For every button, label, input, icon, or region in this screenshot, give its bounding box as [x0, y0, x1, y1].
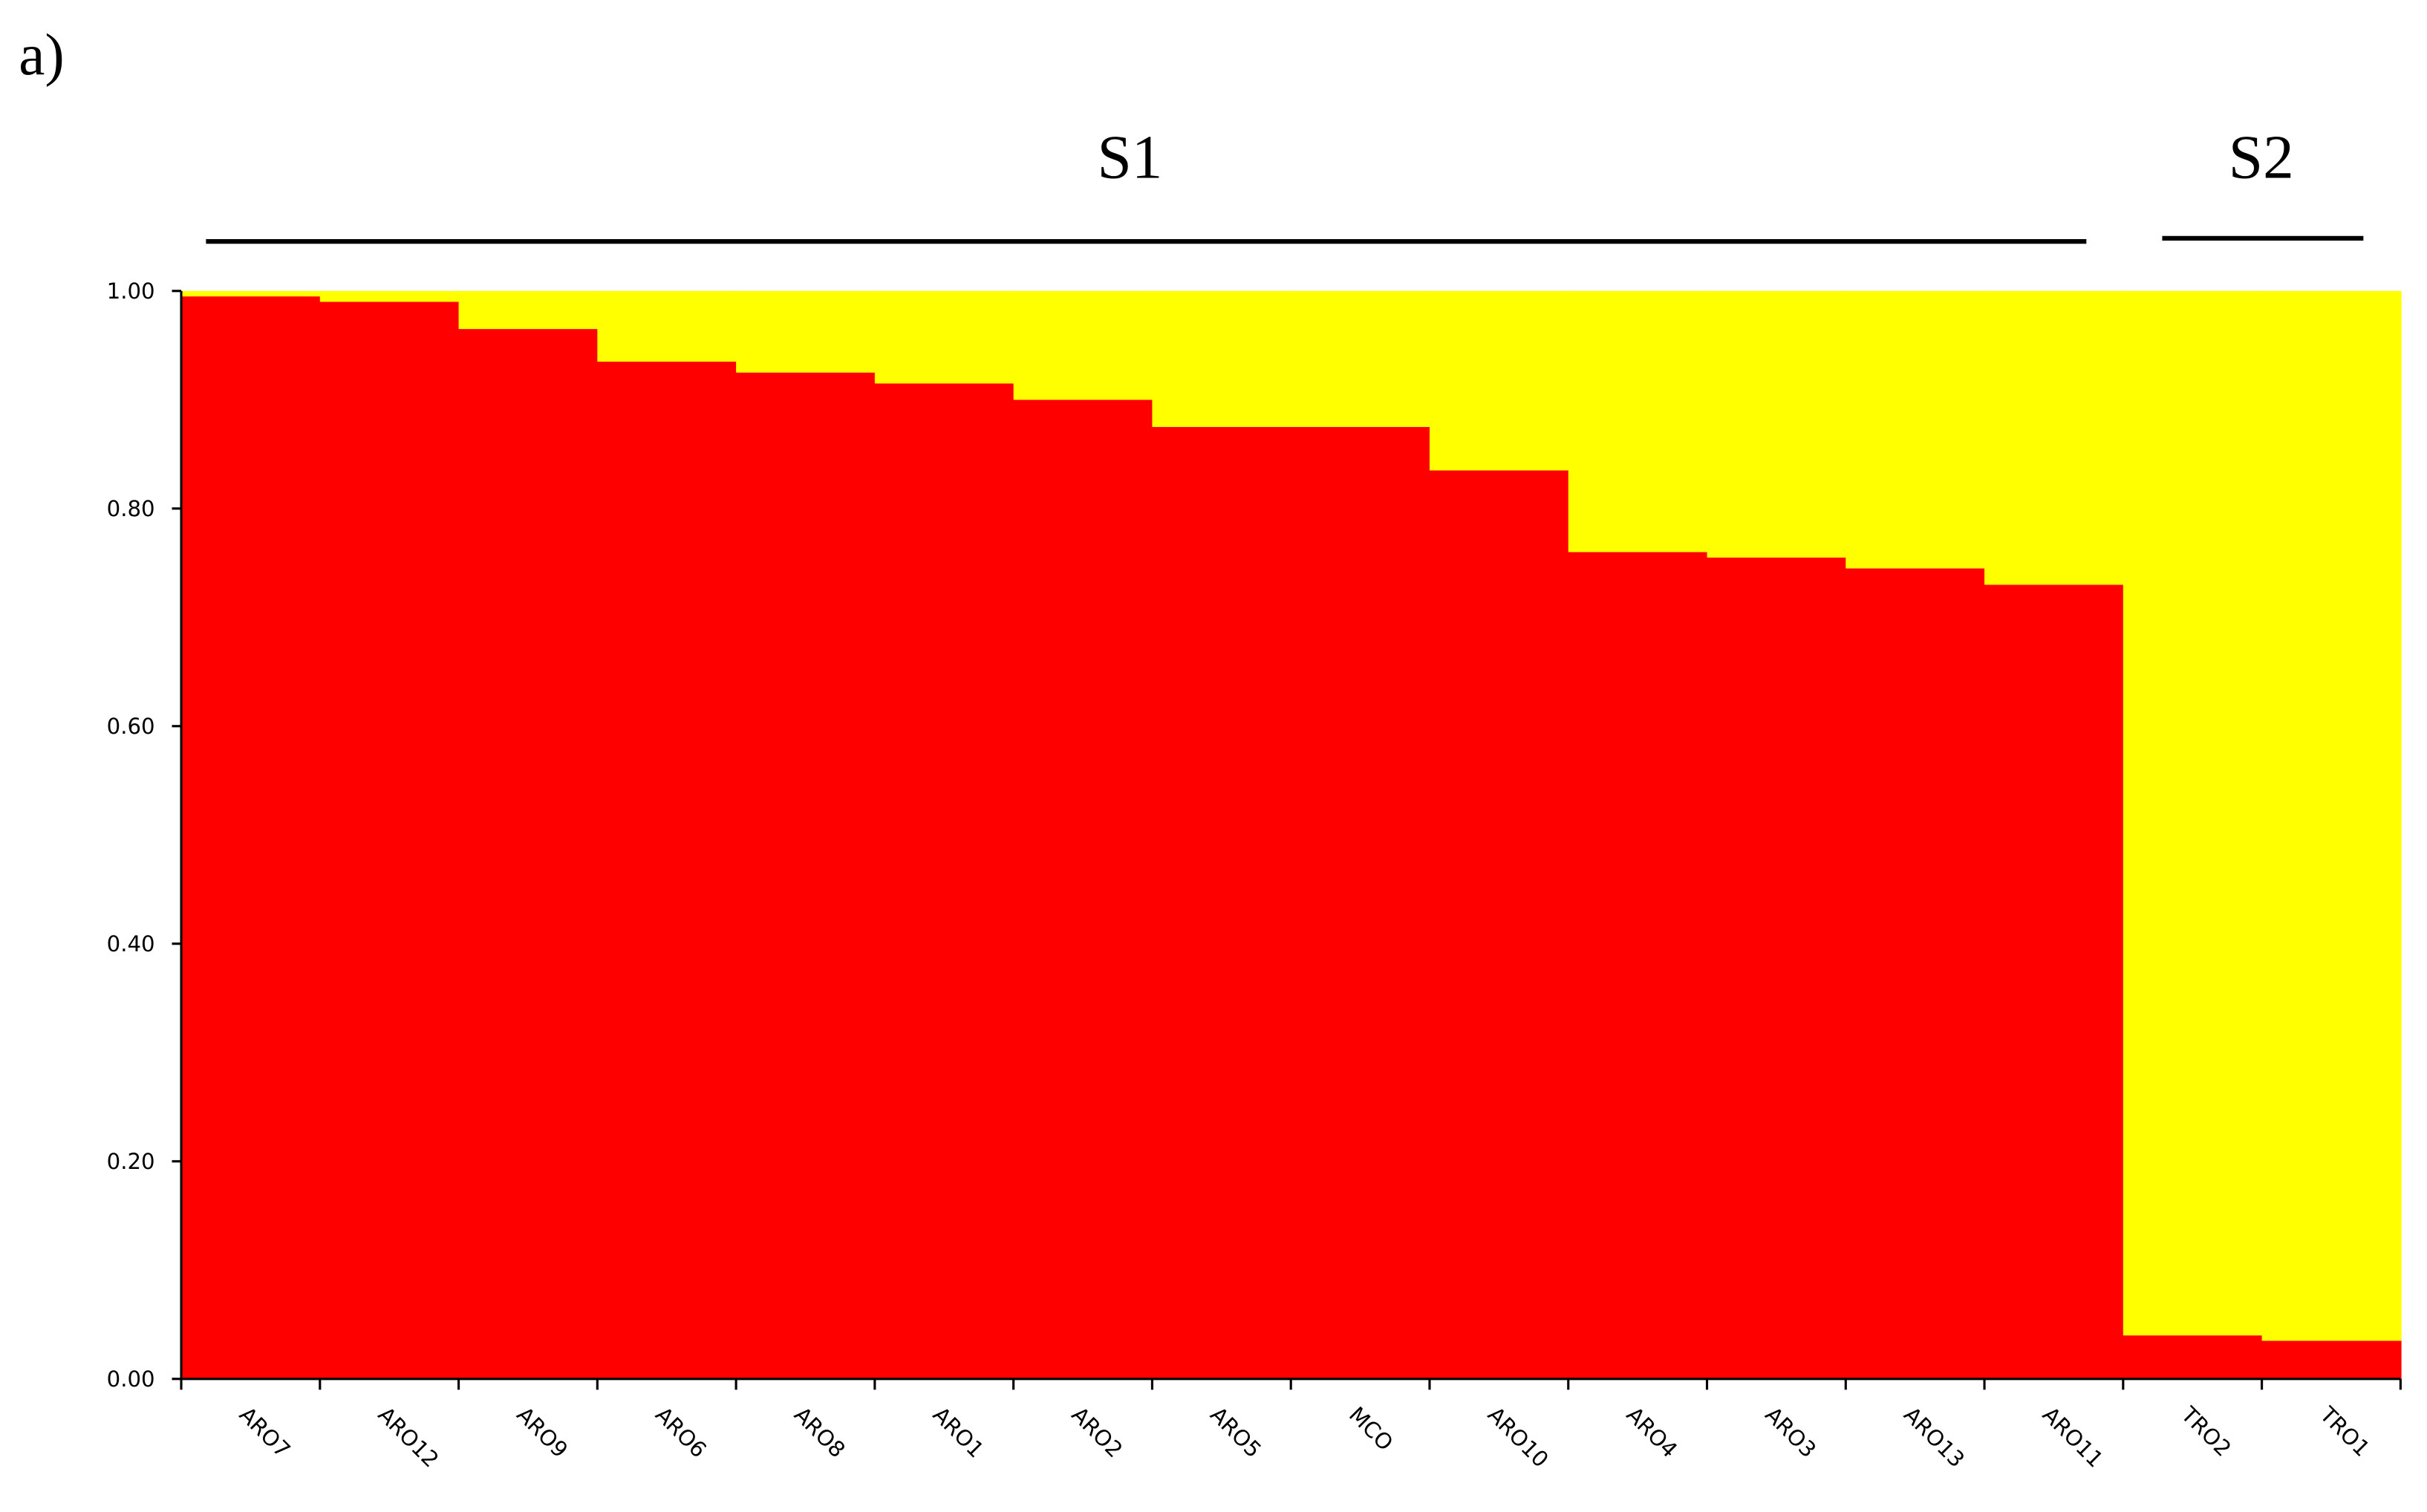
bar-segment	[1568, 552, 1708, 1379]
bar-segment	[2261, 1340, 2402, 1379]
bar-segment	[319, 290, 460, 302]
bar-segment	[458, 290, 599, 330]
x-tick-label: ARO12	[374, 1402, 444, 1473]
bar-segment	[1984, 290, 2125, 585]
bar-segment	[736, 372, 876, 1379]
x-tick-label: ARO2	[1066, 1402, 1127, 1463]
bar-segment	[736, 290, 876, 373]
x-tick-label: ARO13	[1899, 1402, 1970, 1473]
x-tick-label: ARO8	[789, 1402, 850, 1463]
x-tick-label: ARO5	[1205, 1402, 1266, 1463]
bar-segment	[181, 296, 322, 1379]
x-tick-label: ARO11	[2038, 1402, 2108, 1473]
bar-segment	[874, 290, 1014, 384]
y-tick-label: 0.40	[107, 931, 155, 957]
bar-segment	[597, 362, 737, 1379]
y-tick-label: 1.00	[107, 278, 155, 304]
bar-segment	[458, 329, 599, 1379]
bar-segment	[2261, 290, 2402, 1341]
x-tick-label: ARO7	[235, 1402, 296, 1463]
bar-segment	[1429, 290, 1569, 471]
bar-segment	[1291, 426, 1431, 1379]
bar-segment	[874, 383, 1014, 1379]
bar-segment	[1984, 584, 2125, 1379]
x-tick-label: TRO2	[2176, 1401, 2236, 1462]
y-tick-label: 0.00	[107, 1366, 155, 1392]
x-tick-label: ARO10	[1483, 1402, 1554, 1473]
bar-segment	[597, 290, 737, 362]
y-tick-label: 0.20	[107, 1149, 155, 1174]
group-label: S1	[1097, 124, 1162, 192]
panel-label: a)	[19, 22, 65, 88]
y-tick-label: 0.60	[107, 714, 155, 739]
bar-segment	[2123, 1335, 2263, 1379]
x-tick-label: MCO	[1344, 1402, 1398, 1456]
group-label: S2	[2229, 124, 2294, 192]
bar-segment	[1013, 400, 1153, 1379]
x-tick-label: ARO3	[1760, 1402, 1821, 1463]
bar-segment	[1707, 557, 1847, 1379]
bar-segment	[2123, 290, 2263, 1336]
x-tick-label: ARO4	[1622, 1402, 1683, 1463]
bar-segment	[1152, 426, 1292, 1379]
bar-segment	[1152, 290, 1292, 427]
bar-segment	[181, 290, 322, 297]
bar-segment	[1429, 470, 1569, 1379]
bar-segment	[319, 302, 460, 1379]
y-tick-label: 0.80	[107, 496, 155, 521]
bar-segment	[1707, 290, 1847, 558]
x-tick-label: TRO1	[2315, 1401, 2375, 1462]
bar-segment	[1568, 290, 1708, 553]
bar-segment	[1291, 290, 1431, 427]
bar-segment	[1013, 290, 1153, 400]
bar-segment	[1846, 290, 1986, 569]
bar-segment	[1846, 568, 1986, 1379]
x-tick-label: ARO6	[651, 1402, 711, 1463]
x-tick-label: ARO9	[512, 1402, 573, 1463]
x-tick-label: ARO1	[928, 1402, 989, 1463]
